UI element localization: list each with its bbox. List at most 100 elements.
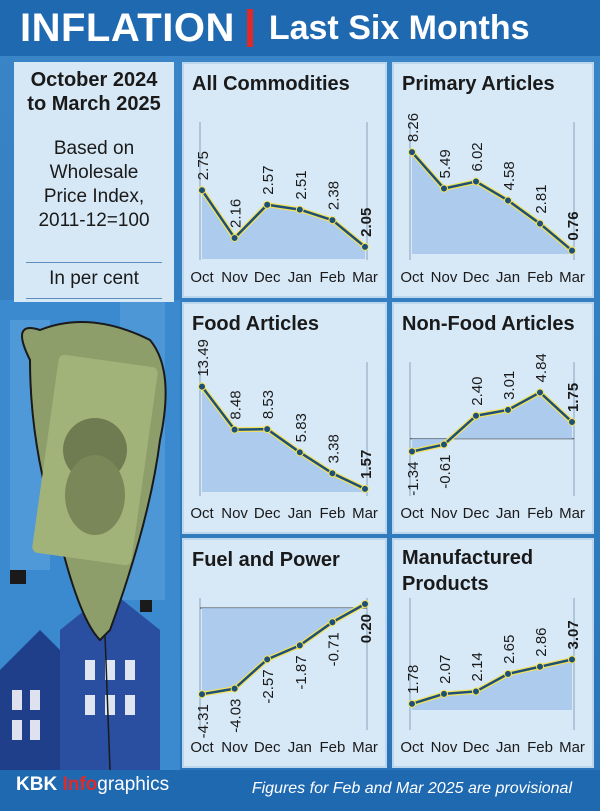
x-tick-label: Mar: [559, 269, 585, 286]
x-tick-label: Oct: [400, 739, 424, 756]
chart-title-line-2: Products: [402, 573, 489, 595]
data-point: [472, 687, 480, 696]
data-label: 2.16: [228, 199, 245, 228]
chart-title: Primary Articles: [402, 73, 555, 95]
data-label: 2.65: [501, 635, 518, 664]
x-tick-label: Nov: [431, 505, 458, 522]
data-point: [263, 655, 272, 664]
banknote-balloon-illustration: [0, 300, 180, 770]
brand-logo: KBK Infographics: [16, 774, 169, 796]
info-panel: October 2024 to March 2025 Based on Whol…: [14, 62, 174, 302]
data-label: 4.84: [533, 353, 550, 382]
x-tick-label: Jan: [496, 505, 520, 522]
data-label: 0.20: [358, 614, 375, 643]
x-tick-label: Oct: [190, 739, 214, 756]
data-label: 2.38: [325, 181, 342, 210]
x-tick-label: Mar: [352, 505, 378, 522]
x-tick-label: Mar: [352, 739, 378, 756]
data-point: [328, 216, 337, 225]
x-tick-label: Feb: [527, 739, 553, 756]
data-label: -0.61: [437, 455, 454, 489]
brand-kbk: KBK: [16, 774, 58, 795]
x-tick-label: Jan: [288, 739, 312, 756]
x-tick-label: Oct: [190, 505, 214, 522]
data-label: -4.03: [228, 699, 245, 733]
provisional-note: Figures for Feb and Mar 2025 are provisi…: [251, 780, 572, 797]
x-tick-label: Nov: [431, 269, 458, 286]
series-line: [201, 602, 366, 696]
period-label: October 2024 to March 2025: [14, 68, 174, 116]
data-point: [504, 669, 512, 678]
data-label: 6.02: [469, 142, 486, 171]
unit-label: In per cent: [49, 268, 139, 289]
x-tick-label: Mar: [559, 739, 585, 756]
x-tick-label: Feb: [319, 739, 345, 756]
area-fill: [412, 152, 572, 254]
data-label: -1.87: [293, 655, 310, 689]
chart-panel-food-articles: Food Articles 13.49 Oct 8.48 Nov 8.53 Dec 5.83 J…: [182, 302, 387, 534]
brand-graphics: graphics: [97, 774, 170, 795]
data-label: 13.49: [195, 339, 212, 377]
data-point: [361, 242, 369, 251]
data-point: [440, 689, 448, 698]
divider-bottom: [26, 298, 162, 299]
x-tick-label: Oct: [190, 269, 214, 286]
chart-panel-primary-articles: Primary Articles 8.26 Oct 5.49 Nov 6.02 Dec 4.5…: [392, 62, 594, 298]
chart-title: Fuel and Power: [192, 549, 340, 571]
footer-bar: [0, 770, 600, 811]
x-tick-label: Oct: [400, 505, 424, 522]
desc-line-1: Based on: [53, 138, 135, 159]
data-point: [504, 405, 512, 414]
data-label: 8.48: [228, 390, 245, 419]
x-tick-label: Dec: [254, 269, 281, 286]
x-tick-label: Mar: [559, 505, 585, 522]
data-point: [361, 600, 369, 608]
data-label: 8.26: [405, 113, 422, 142]
x-tick-label: Feb: [527, 269, 553, 286]
data-point: [408, 148, 416, 157]
header-separator: [246, 9, 253, 47]
data-label: 3.07: [565, 620, 582, 649]
chart-panel-all-commodities: All Commodities 2.75 Oct 2.16 Nov 2.57 Dec 2.51…: [182, 62, 387, 298]
header-banner: INFLATION Last Six Months: [0, 0, 600, 56]
series-line: [411, 391, 573, 453]
data-point: [198, 382, 206, 391]
data-point: [361, 484, 369, 493]
data-label: 1.57: [358, 450, 375, 479]
data-label: 8.53: [260, 390, 277, 419]
desc-line-3: Price Index,: [43, 186, 145, 207]
data-point: [536, 388, 544, 397]
index-description: Based on Wholesale Price Index, 2011-12=…: [14, 137, 174, 233]
x-tick-label: Nov: [221, 739, 248, 756]
brand-info: Info: [62, 774, 98, 795]
data-point: [230, 684, 239, 693]
data-label: 3.01: [501, 371, 518, 400]
data-label: 2.05: [358, 208, 375, 237]
data-point: [263, 425, 272, 434]
divider-top: [26, 262, 162, 263]
data-label: -4.31: [195, 704, 212, 738]
data-label: 2.86: [533, 627, 550, 656]
data-label: -0.71: [325, 632, 342, 666]
chart-svg: Primary Articles 8.26 Oct 5.49 Nov 6.02 Dec 4.5…: [400, 73, 585, 286]
area-fill: [412, 392, 572, 452]
x-tick-label: Feb: [319, 505, 345, 522]
desc-line-2: Wholesale: [49, 162, 139, 183]
data-point: [440, 440, 448, 449]
chart-svg: Non-Food Articles -1.34 Oct -0.61 Nov 2.40 Dec…: [400, 313, 585, 522]
data-label: 4.58: [501, 161, 518, 190]
data-point: [472, 411, 480, 420]
series-line: [411, 658, 573, 706]
chart-title: Non-Food Articles: [402, 313, 575, 335]
period-line-2: to March 2025: [27, 93, 161, 115]
x-tick-label: Dec: [463, 269, 490, 286]
data-point: [408, 447, 416, 456]
x-tick-label: Nov: [221, 269, 248, 286]
series-line: [201, 385, 366, 490]
x-tick-label: Feb: [527, 505, 553, 522]
data-label: 2.40: [469, 377, 486, 406]
data-label: 2.51: [293, 170, 310, 199]
data-label: 2.81: [533, 184, 550, 213]
data-point: [536, 219, 544, 228]
chart-panel-manufactured-products: Manufactured Products 1.78 Oct 2.07 Nov 2.14 De…: [392, 538, 594, 768]
